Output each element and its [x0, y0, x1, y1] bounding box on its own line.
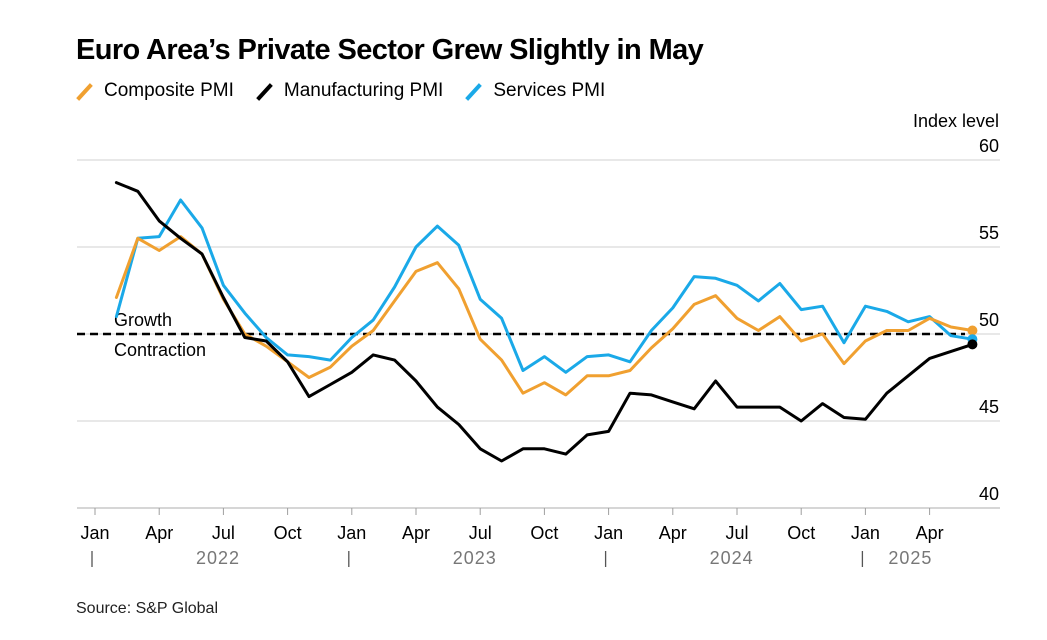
legend-swatch-manufacturing [256, 83, 273, 101]
legend-item-manufacturing: Manufacturing PMI [256, 80, 443, 102]
legend-label-services: Services PMI [493, 80, 606, 101]
year-label-2022: 2022 [196, 548, 240, 568]
legend-label-manufacturing: Manufacturing PMI [283, 80, 444, 101]
y-tick-label-55: 55 [979, 223, 999, 243]
x-tick-label: Oct [274, 523, 302, 543]
x-tick-label: Oct [787, 523, 815, 543]
year-label-2024: 2024 [710, 548, 754, 568]
legend-item-services: Services PMI [465, 80, 605, 102]
y-tick-label-50: 50 [979, 310, 999, 330]
x-tick-label: Apr [916, 523, 944, 543]
series-line-composite-pmi [114, 235, 974, 397]
x-axis: Jan Apr Jul Oct Jan Apr Jul Oct Jan Apr Jul Oct Jan A… [80, 508, 944, 568]
series-line-manufacturing-pmi [114, 181, 974, 463]
legend-swatch-composite [76, 83, 93, 101]
x-tick-label: Apr [659, 523, 687, 543]
year-label-2025: 2025 [888, 548, 932, 568]
x-tick-label: Apr [145, 523, 173, 543]
contraction-label: Contraction [114, 340, 206, 360]
end-marker-manufacturing-pmi [967, 339, 978, 350]
y-tick-label-45: 45 [979, 397, 999, 417]
reference-line: Growth Contraction [77, 310, 965, 360]
series-lines [114, 181, 978, 463]
legend-label-composite: Composite PMI [104, 80, 234, 101]
legend-swatch-services [465, 83, 483, 101]
series-line-services-pmi [114, 198, 974, 374]
year-label-2023: 2023 [453, 548, 497, 568]
end-marker-composite-pmi [967, 325, 978, 336]
x-tick-label: Oct [530, 523, 558, 543]
y-tick-label-60: 60 [979, 136, 999, 156]
x-tick-label: Jan [80, 523, 109, 543]
y-axis-label: Index level [913, 111, 999, 131]
growth-label: Growth [114, 310, 172, 330]
legend-item-composite: Composite PMI [76, 80, 234, 102]
x-tick-label: Jul [212, 523, 235, 543]
x-tick-label: Jul [469, 523, 492, 543]
source-note: Source: S&P Global [76, 600, 219, 617]
y-axis-ticks: 40 45 50 55 60 [979, 136, 999, 504]
x-tick-label: Jan [337, 523, 366, 543]
x-tick-label: Apr [402, 523, 430, 543]
x-tick-label: Jul [725, 523, 748, 543]
legend: Composite PMI Manufacturing PMI Services… [76, 80, 627, 102]
x-tick-label: Jan [594, 523, 623, 543]
chart-title: Euro Area’s Private Sector Grew Slightly… [76, 34, 704, 66]
x-tick-label: Jan [851, 523, 880, 543]
y-tick-label-40: 40 [979, 484, 999, 504]
